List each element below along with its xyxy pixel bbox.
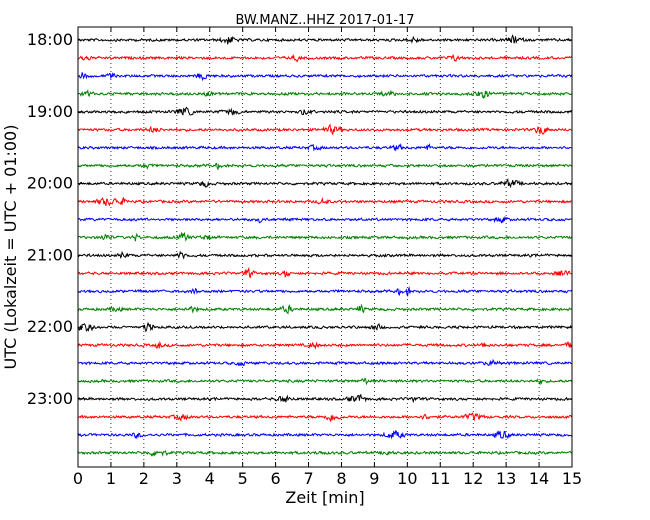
trace-2200 (77, 322, 572, 333)
y-tick-label: 20:00 (27, 174, 73, 193)
x-tick-label: 2 (139, 469, 149, 488)
x-tick-label: 15 (562, 469, 582, 488)
trace-1930 (77, 143, 572, 152)
trace-1945 (77, 162, 572, 171)
trace-1915 (77, 123, 572, 136)
x-axis-label: Zeit [min] (285, 488, 364, 507)
trace-2215 (77, 340, 572, 350)
x-tick-label: 12 (463, 469, 483, 488)
y-axis: 18:00 19:00 20:00 21:00 22:00 23:00 (27, 30, 572, 408)
grid-lines (110, 27, 540, 467)
plot-area (78, 27, 572, 467)
y-tick-label: 23:00 (27, 389, 73, 408)
x-axis: 0 1 2 3 4 5 6 7 8 9 10 11 12 13 14 15 (73, 27, 582, 488)
x-tick-label: 8 (336, 469, 346, 488)
y-axis-label: UTC (Lokalzeit = UTC + 01:00) (1, 125, 20, 370)
y-tick-label: 22:00 (27, 317, 73, 336)
x-tick-label: 0 (73, 469, 83, 488)
x-tick-label: 10 (397, 469, 417, 488)
trace-2145 (77, 303, 572, 315)
trace-1800 (77, 34, 572, 45)
trace-2000 (77, 177, 572, 189)
trace-2300 (77, 393, 572, 404)
x-tick-label: 3 (172, 469, 182, 488)
trace-2045 (77, 231, 572, 242)
trace-1900 (77, 106, 572, 116)
trace-2245 (77, 377, 572, 386)
trace-1815 (77, 53, 572, 63)
trace-2130 (77, 286, 572, 298)
trace-group (77, 34, 572, 457)
y-tick-label: 18:00 (27, 30, 73, 49)
plot-frame (77, 26, 573, 468)
x-tick-label: 7 (303, 469, 313, 488)
x-tick-label: 11 (430, 469, 450, 488)
x-tick-label: 4 (205, 469, 215, 488)
x-tick-label: 9 (369, 469, 379, 488)
x-tick-label: 14 (529, 469, 549, 488)
trace-1845 (78, 88, 572, 99)
chart-title: BW.MANZ..HHZ 2017-01-17 (235, 13, 414, 28)
trace-2345 (77, 450, 572, 457)
trace-2230 (77, 358, 572, 367)
y-tick-label: 21:00 (27, 245, 73, 264)
x-tick-label: 6 (271, 469, 281, 488)
x-tick-label: 13 (496, 469, 516, 488)
x-tick-label: 1 (106, 469, 116, 488)
trace-2015 (77, 196, 572, 207)
trace-2030 (77, 215, 572, 224)
trace-2115 (77, 266, 572, 279)
trace-1830 (77, 72, 572, 82)
x-tick-label: 5 (238, 469, 248, 488)
trace-2330 (77, 429, 572, 440)
y-tick-label: 19:00 (27, 102, 73, 121)
trace-2315 (77, 412, 572, 423)
trace-2100 (77, 250, 572, 260)
